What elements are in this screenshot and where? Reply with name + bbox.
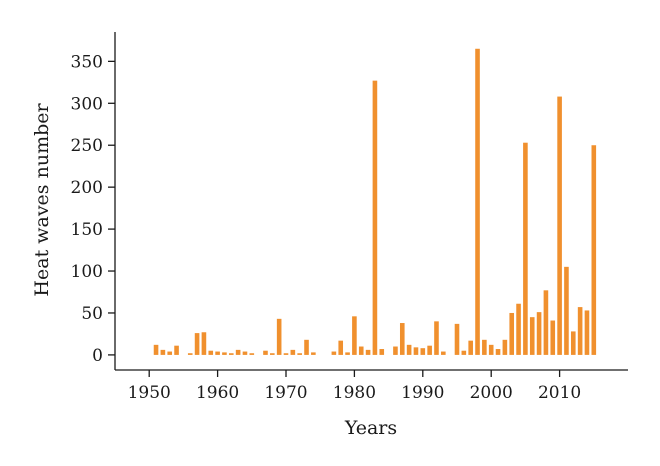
- bar-2000: [488, 344, 494, 355]
- bar-1984: [379, 349, 385, 355]
- bar-1998: [475, 48, 480, 355]
- bar-2012: [570, 331, 576, 355]
- bar-2013: [577, 307, 583, 355]
- x-axis-title: Years: [344, 417, 397, 439]
- bar-2003: [509, 312, 515, 355]
- bar-1999: [482, 339, 487, 355]
- bar-1996: [461, 350, 467, 355]
- y-tick-label: 250: [71, 136, 103, 156]
- bar-2002: [502, 339, 508, 355]
- x-tick-label: 1990: [401, 383, 444, 403]
- y-tick-label: 100: [71, 262, 103, 282]
- bar-1960: [215, 351, 220, 355]
- x-axis-ticks: 1950 1960 1970 1980 1990 2000 2010: [128, 370, 581, 403]
- bar-1991: [427, 345, 432, 355]
- bar-1965: [249, 353, 255, 355]
- bar-1964: [242, 351, 248, 355]
- bar-1968: [270, 353, 275, 355]
- bar-1978: [338, 340, 344, 355]
- bar-2010: [557, 96, 562, 355]
- bar-1954: [174, 345, 179, 355]
- bar-1970: [283, 353, 289, 355]
- y-tick-label: 50: [81, 304, 103, 324]
- bar-1969: [276, 318, 282, 355]
- y-axis-title: Heat waves number: [31, 103, 53, 297]
- x-tick-label: 2000: [470, 383, 513, 403]
- bar-1982: [365, 349, 371, 355]
- bar-2001: [495, 349, 501, 355]
- y-tick-label: 200: [71, 178, 103, 198]
- bar-2011: [564, 266, 569, 355]
- bar-1981: [358, 346, 364, 355]
- y-tick-label: 300: [71, 94, 103, 114]
- bar-1983: [372, 80, 378, 355]
- bar-2009: [550, 320, 556, 355]
- bar-1958: [201, 332, 207, 355]
- bar-1992: [434, 321, 439, 355]
- x-tick-label: 2010: [538, 383, 581, 403]
- y-tick-label: 0: [92, 346, 103, 366]
- bar-2014: [584, 310, 590, 355]
- bar-1979: [345, 352, 350, 355]
- y-axis-ticks: 0 50 100 150 200 250 300 350: [71, 52, 115, 366]
- bar-1989: [413, 347, 419, 355]
- bar-1953: [167, 351, 173, 355]
- bar-1995: [454, 323, 460, 355]
- bar-1997: [468, 340, 473, 355]
- bar-2007: [536, 312, 542, 355]
- bar-1993: [441, 351, 446, 355]
- bar-2005: [523, 142, 528, 355]
- bar-1961: [222, 352, 227, 355]
- bar-2015: [591, 145, 597, 355]
- bar-1957: [194, 333, 200, 355]
- x-tick-label: 1960: [196, 383, 239, 403]
- bar-1963: [235, 349, 241, 355]
- bar-1980: [352, 316, 357, 355]
- bar-1990: [420, 348, 426, 355]
- bar-1974: [311, 352, 316, 355]
- bar-2006: [529, 317, 535, 355]
- bar-1956: [187, 353, 193, 355]
- bar-2008: [543, 290, 549, 355]
- bar-1972: [297, 353, 302, 355]
- bar-1959: [208, 350, 214, 355]
- bar-1973: [304, 339, 309, 355]
- bar-1962: [228, 353, 234, 355]
- bar-1971: [290, 349, 296, 355]
- bar-1987: [399, 323, 405, 355]
- y-tick-label: 150: [71, 220, 103, 240]
- bar-1988: [406, 344, 412, 355]
- y-tick-label: 350: [71, 52, 103, 72]
- bar-2004: [516, 303, 521, 355]
- x-tick-label: 1950: [128, 383, 171, 403]
- bar-1951: [153, 344, 159, 355]
- x-tick-label: 1980: [333, 383, 376, 403]
- bars-group: [153, 48, 597, 355]
- bar-1977: [331, 351, 337, 355]
- bar-1986: [393, 346, 398, 355]
- x-tick-label: 1970: [264, 383, 307, 403]
- bar-1952: [160, 349, 166, 355]
- bar-1967: [263, 350, 268, 355]
